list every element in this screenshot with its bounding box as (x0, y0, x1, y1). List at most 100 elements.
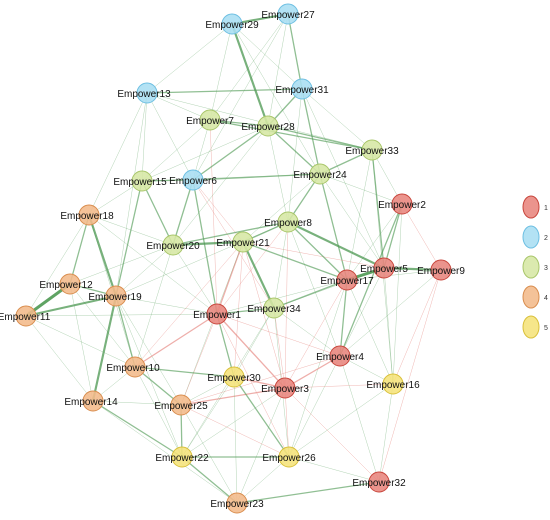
node-empower7[interactable]: Empower7 (186, 109, 234, 131)
legend-item-1: 1 (522, 195, 548, 219)
node-circle[interactable] (226, 492, 248, 514)
node-label: Empower20 (146, 241, 200, 252)
node-circle[interactable] (232, 231, 254, 253)
node-empower29[interactable]: Empower29 (205, 13, 259, 35)
node-circle[interactable] (105, 285, 127, 307)
node-circle[interactable] (277, 3, 299, 25)
edge-empower11-empower19 (24, 294, 118, 318)
node-empower13[interactable]: Empower13 (117, 82, 171, 104)
node-circle[interactable] (368, 471, 390, 493)
node-circle[interactable] (382, 373, 404, 395)
edge-empower33-empower5 (371, 149, 385, 269)
node-circle[interactable] (223, 366, 245, 388)
node-circle[interactable] (263, 297, 285, 319)
node-empower11[interactable]: Empower11 (0, 305, 51, 327)
node-circle[interactable] (361, 139, 383, 161)
node-circle[interactable] (329, 345, 351, 367)
node-empower14[interactable]: Empower14 (64, 390, 118, 412)
node-empower2[interactable]: Empower2 (378, 193, 426, 215)
node-empower8[interactable]: Empower8 (264, 211, 312, 233)
node-circle[interactable] (309, 163, 331, 185)
node-empower23[interactable]: Empower23 (210, 492, 264, 514)
legend-swatch (522, 225, 540, 249)
node-circle[interactable] (278, 446, 300, 468)
node-empower4[interactable]: Empower4 (316, 345, 364, 367)
node-label: Empower31 (275, 85, 329, 96)
node-empower28[interactable]: Empower28 (241, 115, 295, 137)
edge-empower13-empower6 (146, 92, 194, 181)
edge-empower8-empower4 (287, 221, 341, 357)
node-circle[interactable] (336, 269, 358, 291)
node-empower17[interactable]: Empower17 (320, 269, 374, 291)
node-circle[interactable] (78, 204, 100, 226)
edge-empower5-empower4 (339, 267, 385, 357)
node-empower30[interactable]: Empower30 (207, 366, 261, 388)
node-empower32[interactable]: Empower32 (352, 471, 406, 493)
node-circle[interactable] (171, 446, 193, 468)
node-circle[interactable] (170, 394, 192, 416)
node-circle[interactable] (131, 170, 153, 192)
node-empower12[interactable]: Empower12 (39, 273, 93, 295)
node-circle[interactable] (162, 234, 184, 256)
node-empower15[interactable]: Empower15 (113, 170, 167, 192)
node-circle[interactable] (391, 193, 413, 215)
edge-empower11-empower10 (25, 315, 136, 368)
node-empower6[interactable]: Empower6 (169, 169, 217, 191)
node-circle[interactable] (277, 211, 299, 233)
node-circle[interactable] (182, 169, 204, 191)
node-label: Empower19 (88, 292, 142, 303)
edge-empower26-empower23 (236, 456, 290, 504)
node-circle[interactable] (221, 13, 243, 35)
node-circle[interactable] (15, 305, 37, 327)
edge-empower3-empower23 (236, 387, 286, 504)
node-circle[interactable] (257, 115, 279, 137)
node-circle[interactable] (206, 303, 228, 325)
node-empower24[interactable]: Empower24 (293, 163, 347, 185)
edge-empower6-empower20 (172, 179, 194, 246)
legend-label: 2 (544, 235, 548, 242)
edge-empower8-empower3 (284, 221, 289, 389)
node-empower5[interactable]: Empower5 (360, 257, 408, 279)
node-empower18[interactable]: Empower18 (60, 204, 114, 226)
node-circle[interactable] (82, 390, 104, 412)
node-circle[interactable] (124, 356, 146, 378)
node-empower1[interactable]: Empower1 (193, 303, 241, 325)
edge-empower20-empower21 (171, 240, 245, 247)
node-label: Empower27 (261, 10, 315, 21)
node-circle[interactable] (291, 78, 313, 100)
edge-empower24-empower17 (319, 173, 348, 281)
edge-empower19-empower14 (91, 294, 118, 403)
node-circle[interactable] (373, 257, 395, 279)
node-empower34[interactable]: Empower34 (247, 297, 301, 319)
node-label: Empower33 (345, 146, 399, 157)
node-empower10[interactable]: Empower10 (106, 356, 160, 378)
node-empower26[interactable]: Empower26 (262, 446, 316, 468)
node-label: Empower3 (261, 384, 309, 395)
node-empower16[interactable]: Empower16 (366, 373, 420, 395)
node-circle[interactable] (430, 259, 452, 281)
node-empower19[interactable]: Empower19 (88, 285, 142, 307)
node-circle[interactable] (274, 377, 296, 399)
edge-empower18-empower19 (87, 213, 118, 298)
node-circle[interactable] (59, 273, 81, 295)
edge-empower17-empower1 (216, 279, 348, 315)
node-circle[interactable] (136, 82, 158, 104)
node-empower21[interactable]: Empower21 (216, 231, 270, 253)
node-label: Empower16 (366, 380, 420, 391)
edge-empower1-empower4 (216, 313, 341, 357)
legend-swatch (522, 315, 540, 339)
nodes-layer: Empower1 Empower2 Empower3 Empower4 Empower5… (0, 3, 465, 514)
node-empower27[interactable]: Empower27 (261, 3, 315, 25)
node-empower9[interactable]: Empower9 (417, 259, 465, 281)
legend-item-3: 3 (522, 255, 548, 279)
node-empower20[interactable]: Empower20 (146, 234, 200, 256)
edge-empower21-empower10 (134, 241, 244, 368)
node-empower31[interactable]: Empower31 (275, 78, 329, 100)
edge-empower14-empower25 (92, 400, 182, 406)
node-empower33[interactable]: Empower33 (345, 139, 399, 161)
node-empower3[interactable]: Empower3 (261, 377, 309, 399)
edge-empower8-empower1 (216, 221, 289, 315)
node-empower25[interactable]: Empower25 (154, 394, 208, 416)
node-empower22[interactable]: Empower22 (155, 446, 209, 468)
node-circle[interactable] (199, 109, 221, 131)
